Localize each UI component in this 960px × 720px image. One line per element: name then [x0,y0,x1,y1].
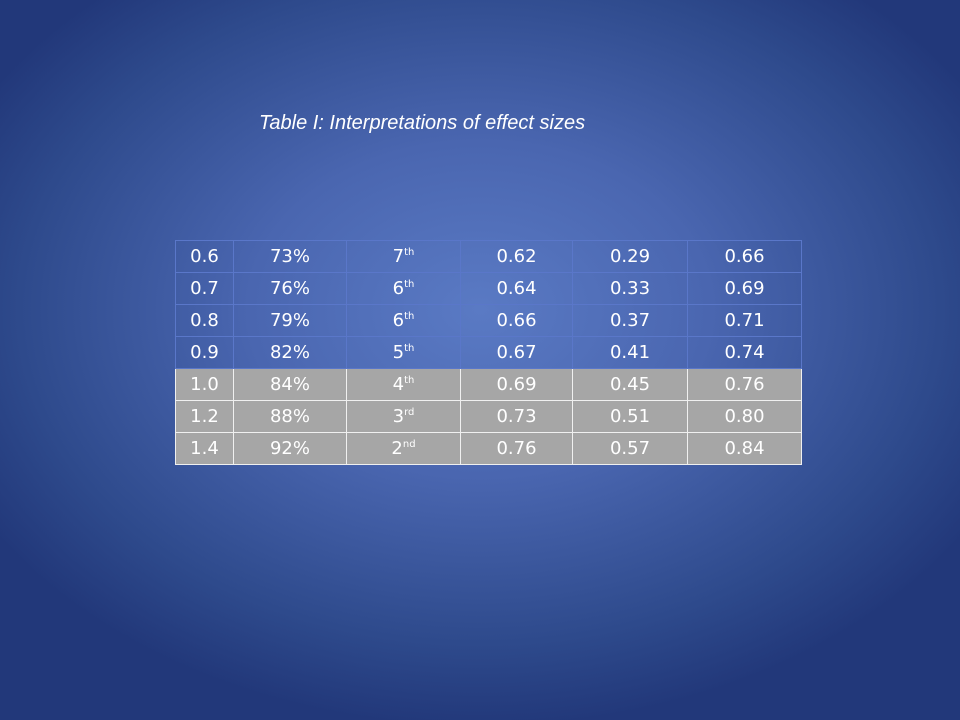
table-cell: 0.51 [572,400,688,433]
rank-suffix: th [404,279,415,290]
table-row: 1.4 92% 2nd 0.76 0.57 0.84 [175,432,802,465]
rank-number: 5 [392,342,405,363]
table-cell: 79% [233,304,347,337]
rank-number: 6 [392,278,405,299]
table-cell: 0.29 [572,240,688,273]
table-cell: 0.8 [175,304,234,337]
table-cell: 0.33 [572,272,688,305]
table-cell: 0.69 [460,368,573,401]
effect-size-table: 0.6 73% 7th 0.62 0.29 0.66 0.7 76% 6th 0.64 0.33 0.… [175,240,802,465]
table-body: 0.6 73% 7th 0.62 0.29 0.66 0.7 76% 6th 0.64 0.33 0.… [175,240,802,465]
rank-number: 3 [392,406,405,427]
rank-number: 2 [391,438,403,459]
rank-number: 6 [392,310,405,331]
table-cell: 0.66 [460,304,573,337]
table-row: 1.2 88% 3rd 0.73 0.51 0.80 [175,400,802,433]
rank-suffix: nd [402,439,416,450]
table-cell: 3rd [346,400,461,433]
table-cell: 6th [346,304,461,337]
table-cell: 0.37 [572,304,688,337]
table-cell: 73% [233,240,347,273]
table-cell: 82% [233,336,347,369]
table-cell: 7th [346,240,461,273]
table-row: 0.6 73% 7th 0.62 0.29 0.66 [175,240,802,273]
table-cell: 0.76 [460,432,573,465]
table-cell: 0.80 [687,400,802,433]
table-cell: 6th [346,272,461,305]
table-row: 0.8 79% 6th 0.66 0.37 0.71 [175,304,802,337]
table-cell: 0.57 [572,432,688,465]
table-cell: 0.84 [687,432,802,465]
table-cell: 76% [233,272,347,305]
table-cell: 0.73 [460,400,573,433]
rank-suffix: th [404,375,415,386]
table-row: 0.9 82% 5th 0.67 0.41 0.74 [175,336,802,369]
table-cell: 92% [233,432,347,465]
rank-suffix: th [404,247,415,258]
table-cell: 0.71 [687,304,802,337]
table-cell: 0.62 [460,240,573,273]
table-cell: 0.6 [175,240,234,273]
table-row: 1.0 84% 4th 0.69 0.45 0.76 [175,368,802,401]
table-cell: 0.64 [460,272,573,305]
table-cell: 0.45 [572,368,688,401]
table-cell: 1.4 [175,432,234,465]
rank-number: 4 [392,374,405,395]
table-row: 0.7 76% 6th 0.64 0.33 0.69 [175,272,802,305]
rank-suffix: th [404,343,415,354]
table-cell: 5th [346,336,461,369]
table-cell: 88% [233,400,347,433]
table-cell: 2nd [346,432,461,465]
table-cell: 4th [346,368,461,401]
table-cell: 0.76 [687,368,802,401]
rank-suffix: rd [404,407,415,418]
table-cell: 1.0 [175,368,234,401]
rank-number: 7 [392,246,405,267]
table-cell: 1.2 [175,400,234,433]
table-cell: 0.69 [687,272,802,305]
table-cell: 0.9 [175,336,234,369]
table-cell: 0.7 [175,272,234,305]
table-cell: 84% [233,368,347,401]
table-title: Table I: Interpretations of effect sizes [259,112,586,134]
table-cell: 0.67 [460,336,573,369]
table-cell: 0.66 [687,240,802,273]
rank-suffix: th [404,311,415,322]
table-cell: 0.41 [572,336,688,369]
table-cell: 0.74 [687,336,802,369]
